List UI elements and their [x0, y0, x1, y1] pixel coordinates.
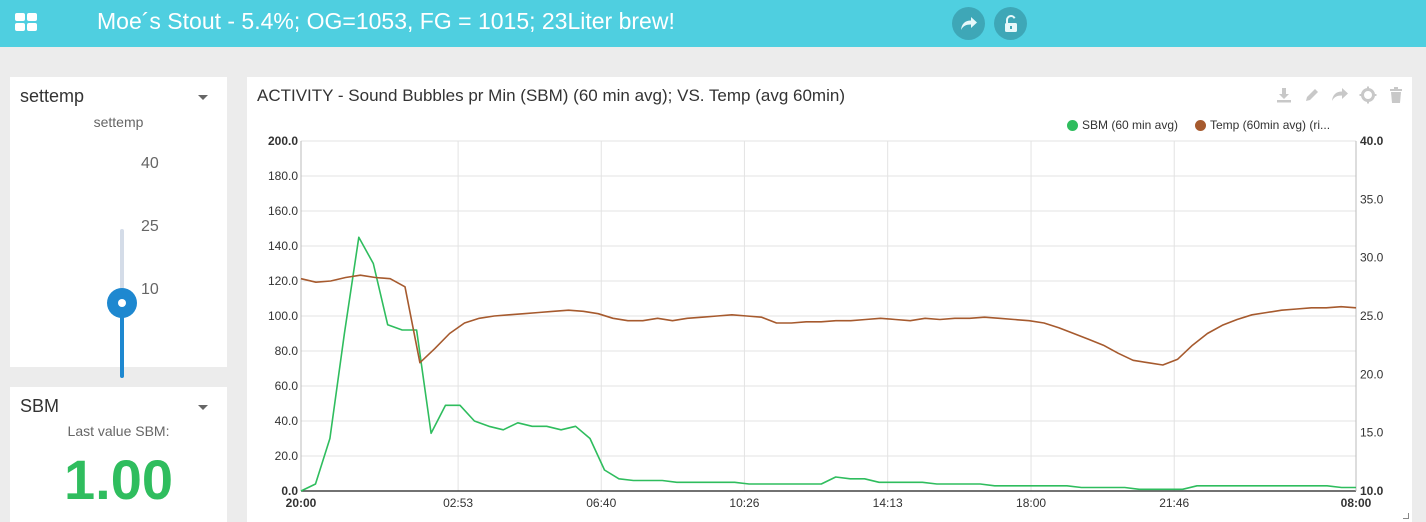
chart-plot: 0.0 20.0 40.0 60.0 80.0 100.0 120.0 140.0 160.0 1… [268, 134, 1384, 510]
legend-label: SBM (60 min avg) [1082, 118, 1179, 132]
sbm-caption: Last value SBM: [67, 423, 170, 439]
legend-item-sbm[interactable]: SBM (60 min avg) [1067, 118, 1178, 132]
y-right-tick-label: 20.0 [1360, 367, 1384, 381]
y-left-tick-label: 20.0 [275, 449, 299, 463]
chevron-down-icon[interactable] [198, 405, 208, 410]
slider-fill [120, 304, 124, 378]
legend-label: Temp (60min avg) (ri... [1210, 118, 1331, 132]
legend-item-temp[interactable]: Temp (60min avg) (ri... [1195, 118, 1330, 132]
slider-label-min: 10 [141, 281, 159, 298]
grid-menu-icon[interactable] [15, 13, 37, 31]
x-tick-label: 02:53 [443, 496, 473, 510]
share-button[interactable] [952, 7, 985, 40]
y-left-tick-label: 120.0 [268, 274, 298, 288]
x-tick-label: 08:00 [1341, 496, 1372, 510]
y-left-tick-label: 140.0 [268, 239, 298, 253]
x-tick-label: 21:46 [1159, 496, 1189, 510]
y-left-tick-label: 0.0 [281, 484, 298, 498]
x-tick-label: 14:13 [873, 496, 903, 510]
settings-icon[interactable] [1359, 86, 1377, 104]
settemp-panel: settemp settemp 40 25 10 [10, 77, 227, 378]
trash-icon[interactable] [1387, 86, 1405, 104]
lock-button[interactable] [994, 7, 1027, 40]
chart-title: ACTIVITY - Sound Bubbles pr Min (SBM) (6… [257, 86, 845, 105]
x-tick-label: 06:40 [586, 496, 616, 510]
y-right-tick-label: 40.0 [1360, 134, 1384, 148]
chart-panel: ACTIVITY - Sound Bubbles pr Min (SBM) (6… [247, 77, 1412, 522]
x-tick-label: 20:00 [286, 496, 317, 510]
slider-label-max: 40 [141, 155, 159, 172]
share-icon [960, 16, 977, 30]
y-left-tick-label: 40.0 [275, 414, 299, 428]
sbm-title: SBM [20, 396, 60, 416]
y-left-tick-label: 100.0 [268, 309, 298, 323]
y-left-tick-label: 80.0 [275, 344, 299, 358]
y-right-tick-label: 35.0 [1360, 192, 1384, 206]
resize-handle[interactable] [1403, 513, 1409, 519]
slider-track[interactable] [120, 229, 124, 304]
download-icon[interactable] [1275, 86, 1293, 104]
chevron-down-icon[interactable] [198, 95, 208, 100]
y-right-tick-label: 25.0 [1360, 309, 1384, 323]
unlock-icon [1004, 14, 1017, 32]
x-tick-label: 10:26 [729, 496, 759, 510]
top-bar: Moe´s Stout - 5.4%; OG=1053, FG = 1015; … [0, 0, 1426, 47]
y-left-tick-label: 160.0 [268, 204, 298, 218]
share-icon[interactable] [1331, 86, 1349, 104]
legend-marker [1067, 119, 1078, 131]
series-line-temp [300, 274, 1357, 366]
sbm-panel: SBM Last value SBM: 1.00 [10, 387, 227, 522]
series-line-sbm [300, 236, 1356, 492]
y-left-tick-label: 200.0 [268, 134, 298, 148]
settemp-caption: settemp [93, 114, 144, 130]
legend-marker [1195, 119, 1206, 131]
x-tick-label: 18:00 [1016, 496, 1046, 510]
y-left-tick-label: 180.0 [268, 169, 298, 183]
y-right-tick-label: 10.0 [1360, 484, 1384, 498]
settemp-title: settemp [20, 86, 85, 106]
sbm-value: 1.00 [64, 448, 173, 511]
y-right-tick-label: 30.0 [1360, 251, 1384, 265]
dashboard-title: Moe´s Stout - 5.4%; OG=1053, FG = 1015; … [97, 8, 675, 34]
y-right-tick-label: 15.0 [1360, 426, 1384, 440]
slider-thumb[interactable] [107, 288, 137, 318]
edit-icon[interactable] [1303, 86, 1321, 104]
y-left-tick-label: 60.0 [275, 379, 299, 393]
slider-label-current: 25 [141, 218, 159, 235]
